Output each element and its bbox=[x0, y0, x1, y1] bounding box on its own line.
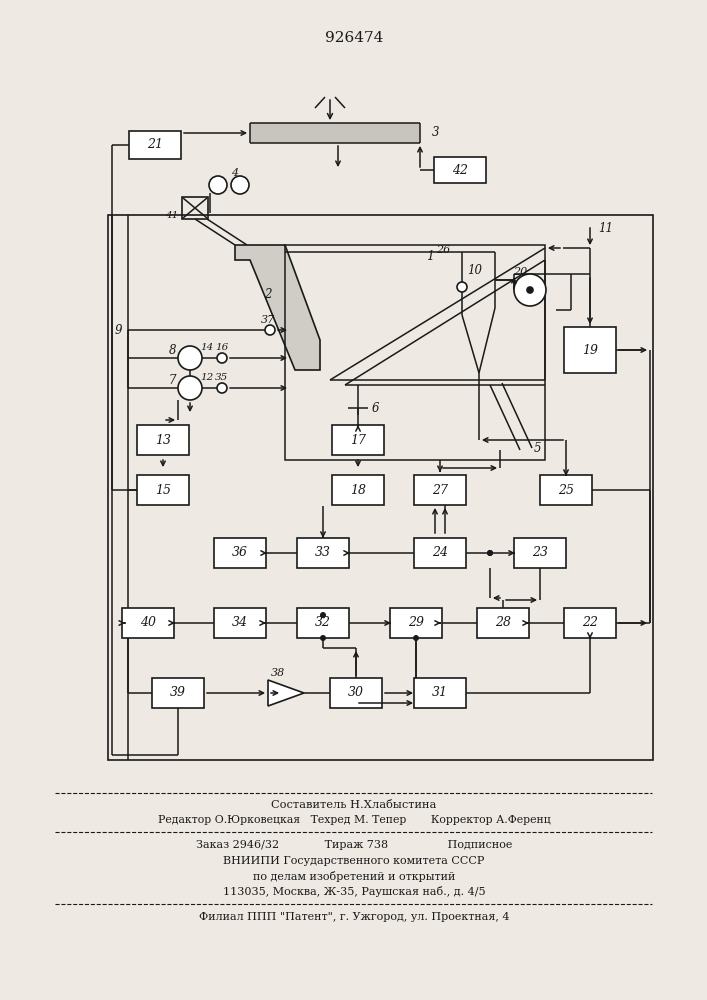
Circle shape bbox=[265, 325, 275, 335]
Bar bbox=[137, 425, 189, 455]
Text: 33: 33 bbox=[315, 546, 331, 560]
Bar bbox=[108, 215, 653, 760]
Circle shape bbox=[217, 353, 227, 363]
Text: 3: 3 bbox=[432, 126, 440, 139]
Text: 7: 7 bbox=[168, 373, 176, 386]
Bar bbox=[330, 678, 382, 708]
Text: 19: 19 bbox=[582, 344, 598, 357]
Text: 38: 38 bbox=[271, 668, 285, 678]
Text: 42: 42 bbox=[452, 163, 468, 176]
Text: 26: 26 bbox=[436, 245, 450, 255]
Text: 39: 39 bbox=[170, 686, 186, 700]
Text: 15: 15 bbox=[155, 484, 171, 496]
Text: 21: 21 bbox=[147, 138, 163, 151]
Text: 10: 10 bbox=[467, 263, 482, 276]
Circle shape bbox=[457, 282, 467, 292]
Bar bbox=[414, 538, 466, 568]
Bar bbox=[514, 538, 566, 568]
Circle shape bbox=[413, 635, 419, 641]
Bar bbox=[137, 475, 189, 505]
Bar bbox=[250, 123, 420, 143]
Bar bbox=[152, 678, 204, 708]
Bar bbox=[564, 608, 616, 638]
Circle shape bbox=[514, 274, 546, 306]
Bar bbox=[332, 475, 384, 505]
Bar bbox=[390, 608, 442, 638]
Text: 30: 30 bbox=[348, 686, 364, 700]
Bar bbox=[540, 475, 592, 505]
Text: 8: 8 bbox=[168, 344, 176, 357]
Polygon shape bbox=[235, 245, 320, 370]
Text: 2: 2 bbox=[264, 288, 271, 302]
Text: 29: 29 bbox=[408, 616, 424, 630]
Circle shape bbox=[178, 376, 202, 400]
Text: 11: 11 bbox=[598, 222, 613, 234]
Text: Составитель Н.Хлабыстина: Составитель Н.Хлабыстина bbox=[271, 800, 437, 810]
Circle shape bbox=[178, 346, 202, 370]
Text: 41: 41 bbox=[165, 211, 178, 220]
Text: 25: 25 bbox=[558, 484, 574, 496]
Bar bbox=[414, 475, 466, 505]
Text: 34: 34 bbox=[232, 616, 248, 630]
Text: 113035, Москва, Ж-35, Раушская наб., д. 4/5: 113035, Москва, Ж-35, Раушская наб., д. … bbox=[223, 886, 485, 897]
Bar bbox=[214, 608, 266, 638]
Text: 20: 20 bbox=[513, 267, 527, 277]
Text: 18: 18 bbox=[350, 484, 366, 496]
Bar bbox=[477, 608, 529, 638]
Text: 40: 40 bbox=[140, 616, 156, 630]
Text: 12: 12 bbox=[200, 373, 214, 382]
Text: 16: 16 bbox=[216, 342, 228, 352]
Text: 35: 35 bbox=[216, 372, 228, 381]
Bar bbox=[285, 245, 545, 460]
Text: ВНИИПИ Государственного комитета СССР: ВНИИПИ Государственного комитета СССР bbox=[223, 856, 485, 866]
Text: 27: 27 bbox=[432, 484, 448, 496]
Bar bbox=[297, 608, 349, 638]
Text: 32: 32 bbox=[315, 616, 331, 630]
Bar bbox=[434, 157, 486, 183]
Bar bbox=[414, 678, 466, 708]
Text: 36: 36 bbox=[232, 546, 248, 560]
Text: Редактор О.Юрковецкая   Техред М. Тепер       Корректор А.Ференц: Редактор О.Юрковецкая Техред М. Тепер Ко… bbox=[158, 815, 550, 825]
Text: 23: 23 bbox=[532, 546, 548, 560]
Polygon shape bbox=[268, 680, 304, 706]
Text: по делам изобретений и открытий: по делам изобретений и открытий bbox=[253, 871, 455, 882]
Text: 13: 13 bbox=[155, 434, 171, 446]
Text: 22: 22 bbox=[582, 616, 598, 630]
Bar bbox=[332, 425, 384, 455]
Circle shape bbox=[320, 635, 326, 641]
Text: 6: 6 bbox=[372, 401, 380, 414]
Circle shape bbox=[527, 287, 533, 293]
Text: 37: 37 bbox=[261, 315, 275, 325]
Text: 5: 5 bbox=[534, 442, 542, 454]
Text: 14: 14 bbox=[200, 344, 214, 353]
Bar bbox=[122, 608, 174, 638]
Bar bbox=[182, 197, 208, 219]
Text: 1: 1 bbox=[426, 250, 434, 263]
Circle shape bbox=[487, 550, 493, 556]
Text: 24: 24 bbox=[432, 546, 448, 560]
Text: 926474: 926474 bbox=[325, 31, 383, 45]
Circle shape bbox=[231, 176, 249, 194]
Bar bbox=[214, 538, 266, 568]
Circle shape bbox=[487, 550, 493, 556]
Text: 4: 4 bbox=[231, 168, 238, 178]
Circle shape bbox=[320, 612, 326, 618]
Circle shape bbox=[217, 383, 227, 393]
Text: 9: 9 bbox=[115, 324, 122, 336]
Text: 17: 17 bbox=[350, 434, 366, 446]
Text: 28: 28 bbox=[495, 616, 511, 630]
Bar bbox=[564, 327, 616, 373]
Circle shape bbox=[209, 176, 227, 194]
Text: 31: 31 bbox=[432, 686, 448, 700]
Text: Филиал ППП "Патент", г. Ужгород, ул. Проектная, 4: Филиал ППП "Патент", г. Ужгород, ул. Про… bbox=[199, 912, 509, 922]
Bar bbox=[297, 538, 349, 568]
Bar bbox=[129, 131, 181, 159]
Text: Заказ 2946/32             Тираж 738                 Подписное: Заказ 2946/32 Тираж 738 Подписное bbox=[196, 840, 512, 850]
